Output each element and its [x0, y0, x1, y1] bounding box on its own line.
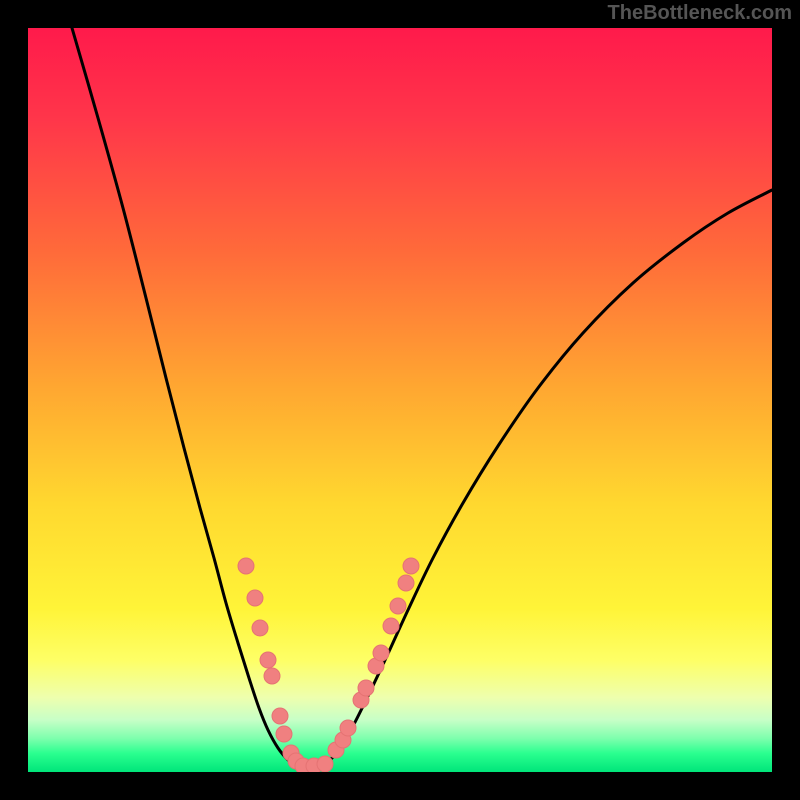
watermark-text: TheBottleneck.com	[608, 2, 792, 25]
plot-area	[28, 28, 772, 772]
marker-dot	[403, 558, 419, 574]
marker-dot	[340, 720, 356, 736]
marker-dot	[390, 598, 406, 614]
curve-layer	[28, 28, 772, 772]
marker-dot	[373, 645, 389, 661]
marker-dot	[272, 708, 288, 724]
marker-dot	[260, 652, 276, 668]
marker-dot	[358, 680, 374, 696]
marker-dot	[247, 590, 263, 606]
marker-dot	[264, 668, 280, 684]
marker-dot	[317, 756, 333, 772]
marker-dot	[398, 575, 414, 591]
marker-dot	[383, 618, 399, 634]
marker-dot	[252, 620, 268, 636]
marker-dot	[238, 558, 254, 574]
marker-dot	[276, 726, 292, 742]
marker-group	[238, 558, 419, 772]
frame: TheBottleneck.com	[0, 0, 800, 800]
bottleneck-curve	[72, 28, 772, 770]
